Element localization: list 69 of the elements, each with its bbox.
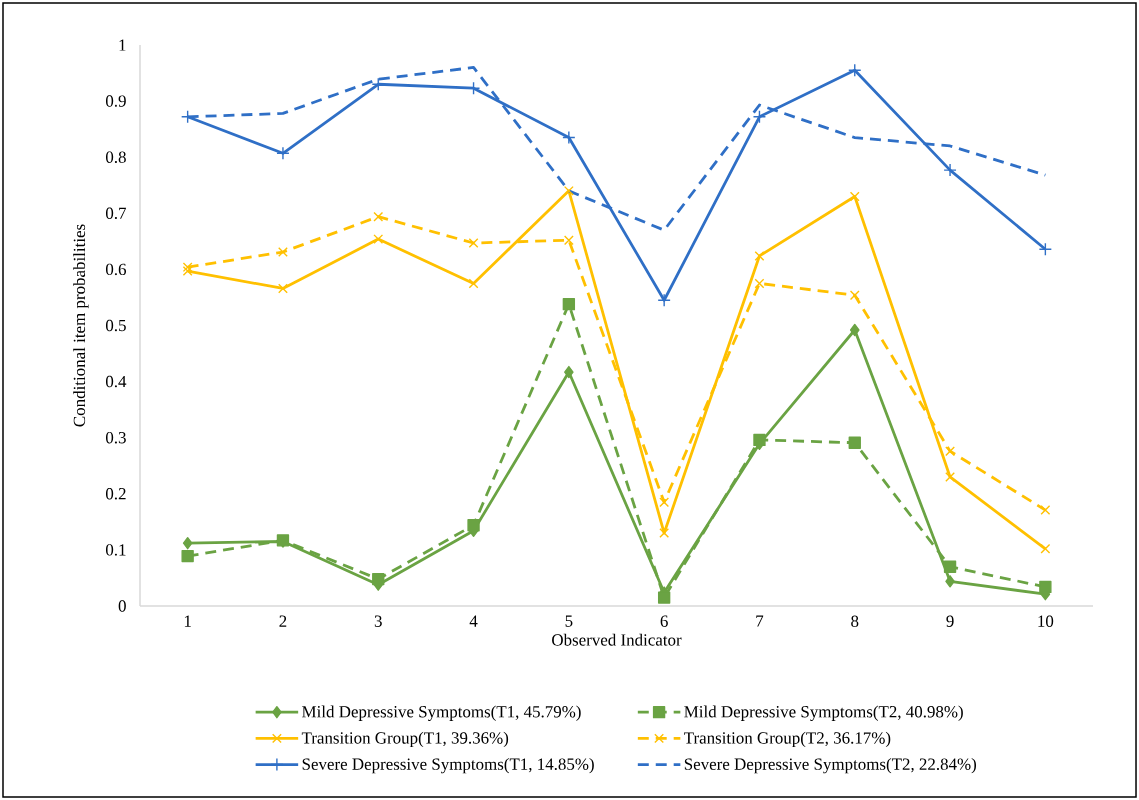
point: [562, 298, 576, 311]
point: [657, 591, 671, 604]
legend-label: Mild Depressive Symptoms(T1, 45.79%): [302, 705, 581, 721]
point: [659, 528, 670, 538]
point: [563, 185, 574, 196]
point: [372, 572, 385, 586]
point: [276, 146, 290, 160]
y-tick-label: 0.8: [105, 151, 126, 163]
x-tick-label: 9: [946, 615, 954, 627]
legend-label: Transition Group(T2, 36.17%): [684, 731, 891, 748]
point: [754, 251, 765, 261]
point: [563, 235, 574, 246]
x-tick-label: 2: [279, 615, 287, 627]
x-tick-label: 3: [374, 615, 382, 627]
legend-label: Transition Group(T1, 39.36%): [301, 731, 509, 748]
point: [182, 262, 193, 273]
point: [1039, 580, 1052, 594]
x-tick-label: 7: [756, 615, 764, 627]
y-tick-label: 0.2: [105, 488, 126, 500]
point: [945, 446, 955, 457]
point: [373, 211, 384, 222]
point: [657, 293, 671, 307]
legend-label: Mild Depressive Symptoms(T2, 40.98%): [684, 705, 963, 721]
point: [182, 266, 193, 276]
point: [1040, 505, 1051, 515]
point: [373, 234, 384, 245]
y-tick-label: 0: [118, 600, 126, 612]
point: [278, 247, 288, 257]
point: [848, 436, 861, 449]
point: [181, 549, 194, 563]
point: [562, 130, 576, 145]
point: [468, 278, 479, 289]
point: [943, 163, 957, 177]
y-tick-label: 0.7: [105, 207, 127, 220]
x-axis-title: Observed Indicator: [552, 633, 682, 646]
x-tick-label: 4: [469, 615, 478, 627]
legend-label: Severe Depressive Symptoms(T2, 22.84%): [684, 757, 977, 774]
point: [754, 278, 765, 289]
point: [945, 472, 955, 482]
y-tick-label: 0.4: [105, 375, 127, 388]
y-tick-label: 0.9: [105, 95, 126, 107]
x-tick-label: 6: [660, 615, 668, 627]
y-tick-label: 0.5: [105, 319, 126, 332]
point: [945, 575, 955, 588]
point: [849, 191, 860, 202]
y-tick-label: 0.1: [105, 544, 126, 556]
y-axis-title: Conditional item probabilities: [73, 224, 89, 427]
x-tick-label: 1: [184, 615, 191, 627]
point: [278, 283, 288, 294]
x-tick-label: 5: [565, 615, 573, 627]
point: [943, 560, 957, 573]
y-tick-label: 0.3: [105, 431, 126, 444]
point: [848, 63, 862, 77]
point: [468, 238, 479, 248]
legend-label: Severe Depressive Symptoms(T1, 14.85%): [302, 757, 594, 774]
x-tick-label: 8: [851, 615, 859, 627]
point: [849, 290, 860, 301]
x-tick-label: 10: [1038, 615, 1054, 627]
point: [659, 497, 670, 508]
point: [467, 519, 480, 532]
point: [182, 536, 193, 550]
point: [564, 365, 574, 379]
point: [849, 323, 860, 337]
point: [1038, 242, 1053, 256]
y-tick-label: 1: [119, 39, 126, 51]
point: [1040, 543, 1051, 554]
point: [752, 110, 767, 124]
point: [753, 433, 766, 447]
y-tick-label: 0.6: [105, 263, 127, 276]
